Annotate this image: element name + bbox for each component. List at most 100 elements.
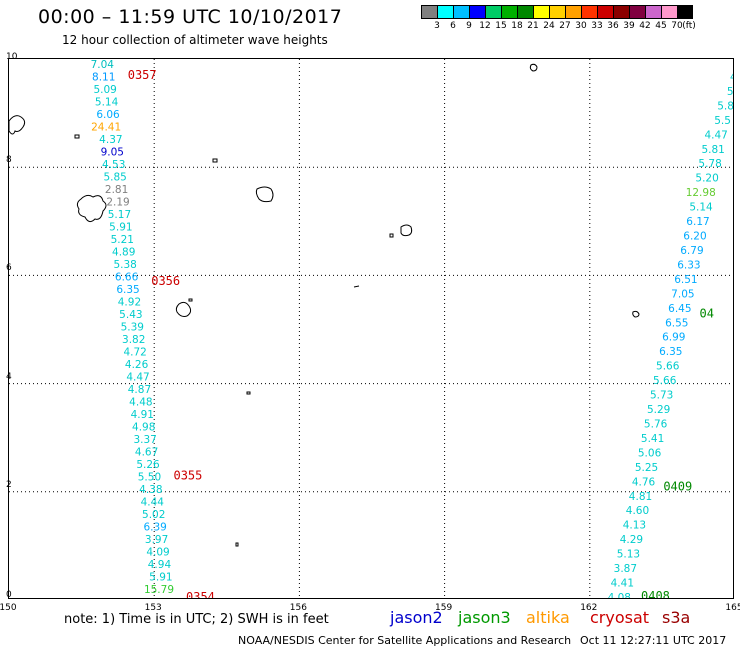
color-scale-swatch: [629, 5, 645, 19]
swh-reading: 5.43: [119, 309, 142, 321]
island-outline: [400, 224, 413, 237]
island-outline: [188, 298, 193, 302]
swh-reading: 2.81: [105, 184, 128, 196]
swh-reading: 4.60: [626, 505, 649, 517]
swh-reading: 4.67: [135, 447, 158, 459]
swh-reading: 4.41: [611, 578, 634, 590]
swh-reading: 6.17: [686, 216, 709, 228]
swh-reading: 6.55: [665, 317, 688, 329]
pass-time-label: 0357: [128, 68, 157, 82]
island-outline: [212, 158, 218, 163]
color-scale-swatch: [437, 5, 453, 19]
color-scale-label: 70: [671, 21, 683, 31]
swh-reading: 4.13: [623, 520, 646, 532]
altimeter-map: 7.04 8.11 5.09 5.14 6.06 24.41 4.37 9.05 4.53 5.8…: [8, 58, 734, 599]
swh-reading: 4.98: [132, 422, 155, 434]
longitude-tick-label: 165: [725, 603, 740, 613]
swh-reading: 3.82: [122, 334, 145, 346]
swh-reading: 4.87: [128, 384, 151, 396]
color-scale-swatch: [485, 5, 501, 19]
island-outline: [632, 310, 640, 318]
swh-reading: 4.37: [99, 134, 122, 146]
satellite-legend-jason3: jason3: [458, 608, 511, 627]
longitude-tick-label: 156: [289, 603, 307, 613]
color-scale-swatch: [421, 5, 437, 19]
color-scale-swatch: [517, 5, 533, 19]
swh-reading: 5.25: [635, 462, 658, 474]
color-scale-label: 12: [479, 21, 491, 31]
color-scale-label: 27: [559, 21, 571, 31]
latitude-tick-label: 0: [6, 590, 12, 600]
page-subtitle: 12 hour collection of altimeter wave hei…: [62, 33, 328, 47]
swh-reading: 4.72: [123, 347, 146, 359]
island-outline: [529, 63, 538, 72]
swh-reading: 4.76: [632, 476, 656, 488]
swh-reading: 5.50: [138, 472, 161, 484]
swh-reading: 3.37: [133, 434, 156, 446]
satellite-legend-cryosat: cryosat: [590, 608, 650, 627]
swh-reading: 4.: [730, 71, 734, 83]
swh-reading: 5.14: [95, 97, 119, 109]
color-scale-labels: 3 6 9 12 15 18 21 24 27 30 33 36 39 42 45 70 (ft): [421, 19, 696, 31]
color-scale-label: 42: [639, 21, 651, 31]
color-scale-swatch: [645, 5, 661, 19]
swh-reading: 5.02: [142, 509, 165, 521]
swh-reading: 6.66: [115, 272, 139, 284]
island-outline: [389, 233, 394, 238]
island-outline: [9, 115, 26, 135]
color-scale-swatch: [533, 5, 549, 19]
swh-reading: 6.45: [668, 303, 691, 315]
swh-reading: 24.41: [91, 122, 121, 134]
swh-reading: 7.05: [671, 288, 694, 300]
swh-reading: 6.35: [659, 346, 682, 358]
longitude-tick-label: 159: [435, 603, 453, 613]
swh-reading: 4.92: [118, 297, 141, 309]
island-outline: [353, 285, 360, 288]
pass-time-label: 0356: [151, 274, 180, 288]
swh-reading: 5.14: [689, 202, 713, 214]
swh-reading: 9.05: [101, 147, 124, 159]
color-scale-label: 15: [495, 21, 507, 31]
color-scale-swatch: [453, 5, 469, 19]
swh-reading: 5.26: [136, 459, 160, 471]
island-outlines: [9, 63, 640, 547]
footer-note: note: 1) Time is in UTC; 2) SWH is in fe…: [64, 612, 329, 627]
island-outline: [255, 186, 274, 203]
swh-reading: 5.81: [701, 144, 724, 156]
latitude-tick-label: 6: [6, 263, 12, 274]
swh-reading: 8.11: [92, 72, 115, 84]
page-title: 00:00 – 11:59 UTC 10/10/2017: [38, 6, 343, 28]
swh-reading: 4.47: [126, 372, 149, 384]
swh-reading: 12.98: [686, 187, 716, 199]
swh-reading: 6.35: [116, 284, 139, 296]
swh-reading: 6.99: [662, 332, 685, 344]
color-scale-label: 33: [591, 21, 603, 31]
swh-reading: 3.97: [145, 534, 168, 546]
latitude-tick-label: 10: [6, 52, 18, 62]
swh-reading: 5.29: [647, 404, 670, 416]
longitude-tick-label: 150: [0, 603, 17, 613]
swh-reading: 5.85: [103, 172, 126, 184]
color-scale-label: 9: [466, 21, 472, 31]
swh-reading: 5.66: [656, 361, 680, 373]
swh-reading: 5.17: [108, 209, 131, 221]
island-outline: [246, 391, 251, 395]
color-scale-label: 24: [543, 21, 555, 31]
island-outline: [74, 134, 80, 139]
pass-time-label: 0408: [641, 589, 670, 599]
swh-reading: 6.: [733, 59, 734, 69]
color-scale-unit: (ft): [682, 21, 696, 31]
pass-time-label: 04: [700, 306, 714, 320]
swh-reading: 6.33: [677, 259, 700, 271]
swh-reading: 4.29: [620, 534, 643, 546]
satellite-legend-s3a: s3a: [662, 608, 691, 627]
pass-time-label: 0354: [186, 590, 215, 599]
island-outline: [235, 542, 239, 547]
color-scale-swatch: [613, 5, 629, 19]
swh-reading: 5.38: [113, 259, 136, 271]
color-scale-swatch: [597, 5, 613, 19]
swh-reading: 5.09: [93, 84, 116, 96]
swh-reading: 6.39: [143, 522, 166, 534]
swh-reading: 4.09: [146, 547, 169, 559]
pass-time-label: 0355: [173, 469, 202, 483]
